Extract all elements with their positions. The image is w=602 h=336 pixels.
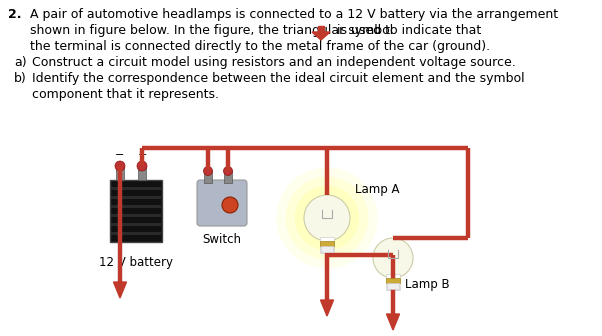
Bar [111,223,161,226]
Bar [111,187,161,191]
FancyBboxPatch shape [197,180,247,226]
Circle shape [285,177,368,259]
Polygon shape [312,32,330,40]
Text: Lamp A: Lamp A [355,183,400,196]
Text: Identify the correspondence between the ideal circuit element and the symbol: Identify the correspondence between the … [32,72,524,85]
Text: b): b) [14,72,26,85]
Circle shape [304,195,350,241]
Text: +: + [137,150,147,160]
Circle shape [223,167,232,175]
Text: shown in figure below. In the figure, the triangular symbol: shown in figure below. In the figure, th… [30,24,393,37]
Polygon shape [320,300,334,316]
Bar [386,278,400,283]
Text: 2.: 2. [8,8,22,21]
Circle shape [222,197,238,213]
Bar [320,237,334,253]
Polygon shape [386,314,400,330]
Circle shape [115,161,125,171]
Circle shape [295,186,359,250]
Bar [111,196,161,199]
Circle shape [373,238,413,278]
Circle shape [276,167,377,268]
Bar [204,171,212,183]
Text: the terminal is connected directly to the metal frame of the car (ground).: the terminal is connected directly to th… [30,40,490,53]
Polygon shape [114,282,126,298]
Text: Construct a circuit model using resistors and an independent voltage source.: Construct a circuit model using resistor… [32,56,516,69]
Text: a): a) [14,56,26,69]
Text: −: − [116,150,125,160]
Bar [386,274,400,290]
Text: is used to indicate that: is used to indicate that [333,24,481,37]
Text: 12 V battery: 12 V battery [99,256,173,269]
Text: Lamp B: Lamp B [405,278,450,291]
Bar [224,171,232,183]
Bar [138,166,146,180]
Bar [321,246,333,252]
Text: A pair of automotive headlamps is connected to a 12 V battery via the arrangemen: A pair of automotive headlamps is connec… [30,8,558,21]
Circle shape [203,167,213,175]
Bar [111,205,161,208]
Bar [111,232,161,235]
Text: Switch: Switch [202,233,241,246]
Bar [318,26,324,32]
Bar [110,180,162,242]
Bar [116,166,124,180]
Bar [320,241,334,246]
Bar [387,283,399,289]
Circle shape [137,161,147,171]
Bar [111,214,161,217]
Text: component that it represents.: component that it represents. [32,88,219,101]
